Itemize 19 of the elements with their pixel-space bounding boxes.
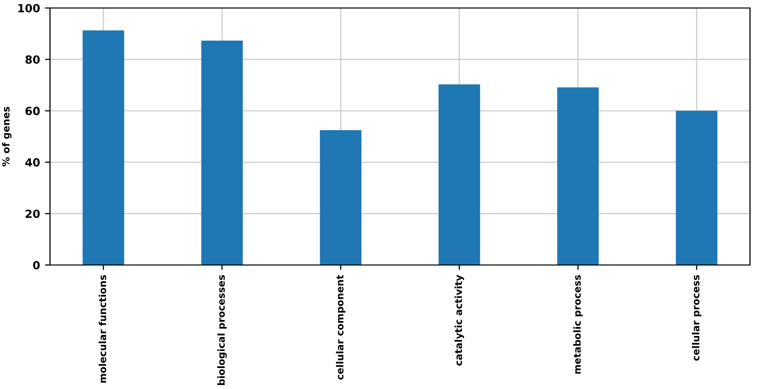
bar [201, 40, 243, 265]
y-tick-label: 0 [33, 260, 40, 270]
bar [320, 130, 362, 265]
y-tick-label: 60 [26, 106, 40, 116]
bar [676, 110, 718, 265]
x-tick-label: biological processes [217, 275, 227, 385]
y-tick-label: 100 [18, 4, 40, 12]
x-tick-label: cellular process [692, 275, 702, 361]
y-tick-label: 20 [26, 210, 40, 218]
y-tick-label: 80 [25, 55, 40, 64]
x-tick-label: catalytic activity [454, 274, 464, 366]
y-axis-title: % of genes [2, 106, 12, 166]
x-tick-label: cellular component [336, 274, 346, 380]
bar [82, 30, 124, 265]
x-tick-label: metabolic process [573, 275, 583, 374]
x-tick-label: molecular functions [98, 275, 106, 383]
bar [438, 84, 480, 265]
bar [557, 87, 599, 265]
y-tick-label: 40 [25, 158, 40, 167]
